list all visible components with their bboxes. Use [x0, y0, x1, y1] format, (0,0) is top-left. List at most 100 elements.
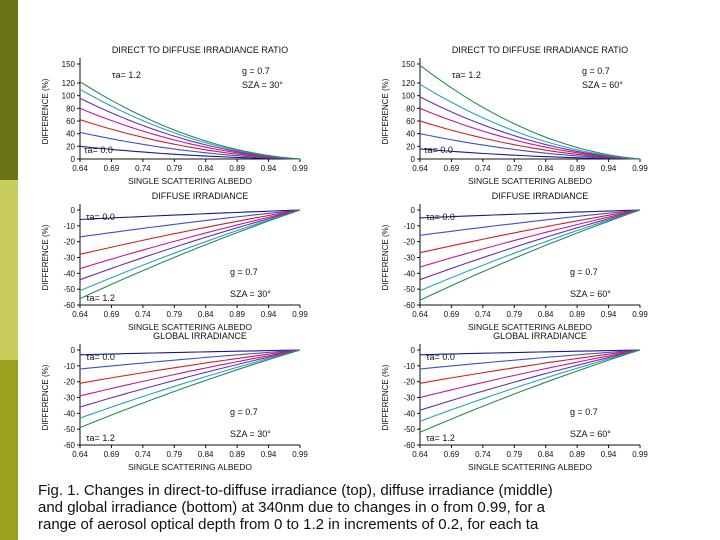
x-tick-label: 0.74	[135, 164, 151, 173]
series-line	[79, 209, 301, 238]
annotation-tau-bottom: τa= 1.2	[86, 433, 115, 443]
x-tick-label: 0.69	[104, 450, 120, 459]
x-tick-label: 0.89	[569, 450, 585, 459]
series-line	[419, 209, 641, 268]
annotation-tau-bottom: τa= 0.0	[84, 145, 113, 155]
y-tick-label: -10	[403, 222, 415, 231]
y-tick-label: -60	[63, 301, 75, 310]
series-line	[419, 349, 641, 411]
series-line	[79, 119, 301, 160]
x-tick-label: 0.94	[601, 310, 617, 319]
series-line	[419, 96, 641, 160]
chart-panel-diffuse-sza60: DIFFUSE IRRADIANCE 0 -10 -20 -30 -40 -50 -60 0.6…	[374, 190, 694, 340]
annotation-g: g = 0.7	[582, 66, 610, 76]
series-line	[419, 209, 641, 281]
y-tick-label: 60	[406, 117, 415, 126]
series-line	[79, 209, 301, 221]
x-tick-label: 0.64	[72, 450, 88, 459]
annotation-g: g = 0.7	[230, 267, 258, 277]
chart-title: DIRECT TO DIFFUSE IRRADIANCE RATIO	[452, 45, 628, 55]
x-tick-label: 0.74	[135, 450, 151, 459]
x-tick-label: 0.94	[601, 450, 617, 459]
x-tick-label: 0.74	[135, 310, 151, 319]
annotation-sza: SZA = 30°	[230, 429, 271, 439]
x-tick-label: 0.79	[506, 164, 522, 173]
y-tick-label: -10	[403, 362, 415, 371]
chart-panel-global-sza60: GLOBAL IRRADIANCE 0 -10 -20 -30 -40 -50 -60 0.64…	[374, 330, 694, 480]
x-tick-label: 0.99	[292, 450, 308, 459]
annotation-tau-top: τa= 0.0	[86, 352, 115, 362]
x-tick-label: 0.99	[632, 450, 648, 459]
series-line	[419, 349, 641, 433]
series-line	[419, 209, 641, 254]
series-line	[419, 209, 641, 301]
series-line	[419, 349, 641, 422]
figure-caption: Fig. 1. Changes in direct-to-diffuse irr…	[38, 482, 698, 533]
chart-panel-ratio-sza60: DIRECT TO DIFFUSE IRRADIANCE RATIO 0 20 40 6…	[374, 44, 694, 194]
series-line	[419, 349, 641, 370]
y-tick-label: -50	[403, 285, 415, 294]
series-line	[419, 209, 641, 292]
series-line	[419, 349, 641, 384]
annotation-tau-top: τa= 1.2	[452, 70, 481, 80]
x-tick-label: 0.99	[632, 164, 648, 173]
series-line	[79, 81, 301, 160]
y-tick-label: -20	[63, 378, 75, 387]
chart-title: DIFFUSE IRRADIANCE	[152, 191, 249, 201]
chart-title: DIFFUSE IRRADIANCE	[492, 191, 589, 201]
annotation-tau-top: τa= 0.0	[426, 212, 455, 222]
y-tick-label: -50	[63, 425, 75, 434]
y-tick-label: 80	[66, 104, 75, 113]
chart-panel-diffuse-sza30: DIFFUSE IRRADIANCE 0 -10 -20 -30 -40 -50 -60 0.6…	[34, 190, 354, 340]
y-tick-label: -40	[403, 269, 415, 278]
annotation-sza: SZA = 60°	[570, 289, 611, 299]
annotation-g: g = 0.7	[242, 66, 270, 76]
sidebar-segment-mid	[0, 360, 18, 540]
chart-panel-global-sza30: GLOBAL IRRADIANCE 0 -10 -20 -30 -40 -50 -60 0.64…	[34, 330, 354, 480]
chart-svg: DIRECT TO DIFFUSE IRRADIANCE RATIO 0 20 40 6…	[41, 45, 308, 186]
x-tick-label: 0.69	[444, 164, 460, 173]
chart-title: GLOBAL IRRADIANCE	[153, 331, 247, 341]
series-line	[419, 209, 641, 219]
y-tick-label: -30	[403, 254, 415, 263]
x-tick-label: 0.84	[198, 450, 214, 459]
series-line	[419, 133, 641, 160]
x-tick-label: 0.99	[632, 310, 648, 319]
series-line	[79, 349, 301, 397]
x-tick-label: 0.84	[538, 164, 554, 173]
y-axis-label: DIFFERENCE (%)	[41, 364, 50, 430]
x-tick-label: 0.99	[292, 164, 308, 173]
series-line	[419, 349, 641, 356]
y-tick-label: -40	[403, 409, 415, 418]
y-tick-label: 20	[66, 142, 75, 151]
series-line	[419, 120, 641, 160]
x-axis-label: SINGLE SCATTERING ALBEDO	[128, 462, 252, 472]
y-tick-label: -50	[403, 425, 415, 434]
y-tick-label: 0	[71, 346, 76, 355]
y-tick-label: -20	[403, 378, 415, 387]
series-line	[79, 349, 301, 419]
y-axis-label: DIFFERENCE (%)	[41, 78, 50, 144]
y-tick-label: -40	[63, 269, 75, 278]
series-line	[79, 349, 301, 384]
chart-title: DIRECT TO DIFFUSE IRRADIANCE RATIO	[112, 45, 288, 55]
annotation-tau-top: τa= 0.0	[426, 352, 455, 362]
y-axis-label: DIFFERENCE (%)	[381, 224, 390, 290]
sidebar-segment-dark	[0, 0, 18, 180]
caption-line-1: Fig. 1. Changes in direct-to-diffuse irr…	[38, 482, 553, 499]
annotation-tau-top: τa= 0.0	[86, 212, 115, 222]
series-line	[419, 83, 641, 160]
x-axis-label: SINGLE SCATTERING ALBEDO	[468, 462, 592, 472]
series-line	[79, 209, 301, 281]
chart-title: GLOBAL IRRADIANCE	[493, 331, 587, 341]
x-tick-label: 0.64	[412, 310, 428, 319]
annotation-tau-bottom: τa= 0.0	[424, 145, 453, 155]
y-tick-label: 0	[411, 346, 416, 355]
y-tick-label: -30	[403, 394, 415, 403]
x-tick-label: 0.84	[198, 164, 214, 173]
chart-panel-ratio-sza30: DIRECT TO DIFFUSE IRRADIANCE RATIO 0 20 40 6…	[34, 44, 354, 194]
annotation-sza: SZA = 60°	[582, 80, 623, 90]
series-line	[79, 349, 301, 408]
y-tick-label: 120	[402, 79, 416, 88]
x-axis-label: SINGLE SCATTERING ALBEDO	[468, 322, 592, 332]
